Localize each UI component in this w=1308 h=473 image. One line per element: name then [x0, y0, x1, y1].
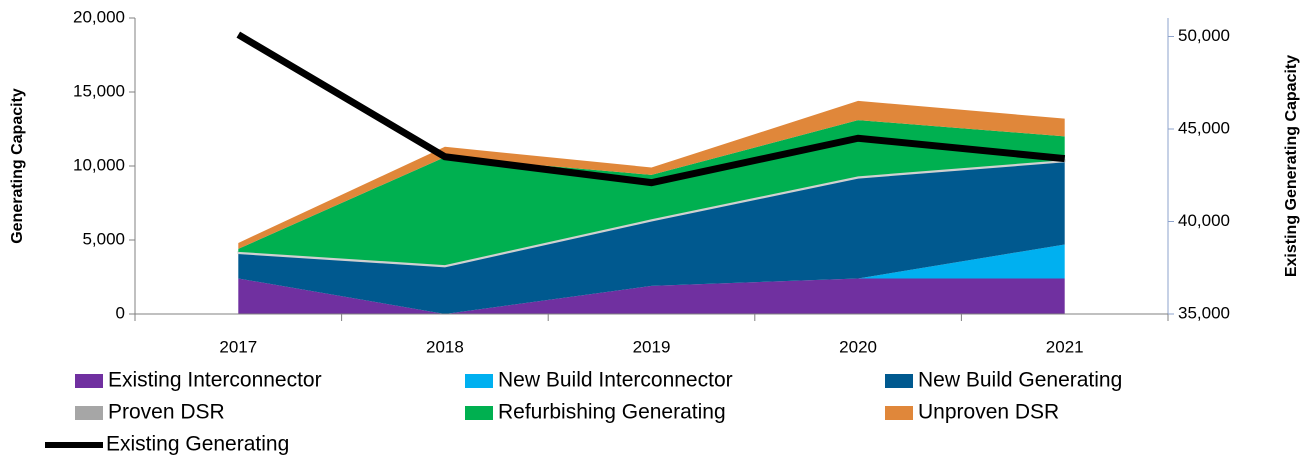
- legend-swatch: [75, 374, 103, 388]
- area: [238, 278, 1065, 314]
- legend-swatch: [75, 406, 103, 420]
- legend-label: Unproven DSR: [918, 401, 1059, 424]
- y-tick-label: 15,000: [73, 81, 125, 100]
- line: [236, 31, 1066, 187]
- area: [238, 100, 1065, 249]
- y2-tick-label: 50,000: [1178, 26, 1230, 45]
- legend-label: Existing Generating: [106, 433, 289, 456]
- area: [238, 120, 1065, 266]
- x-tick-label: 2021: [1046, 337, 1084, 356]
- x-tick-label: 2018: [426, 337, 464, 356]
- legend-label: Existing Interconnector: [108, 369, 322, 392]
- y-tick-label: 10,000: [73, 155, 125, 174]
- legend-label: Refurbishing Generating: [498, 401, 726, 424]
- y-tick-label: 20,000: [73, 7, 125, 26]
- area: [237, 159, 1066, 268]
- y2-tick-label: 40,000: [1178, 211, 1230, 230]
- legend-swatch: [885, 406, 913, 420]
- legend-label: New Build Interconnector: [498, 369, 733, 392]
- y2-tick-label: 35,000: [1178, 303, 1230, 322]
- y-tick-label: 5,000: [82, 229, 125, 248]
- x-tick-label: 2017: [219, 337, 257, 356]
- legend-swatch: [885, 374, 913, 388]
- x-tick-label: 2020: [839, 337, 877, 356]
- legend-label: New Build Generating: [918, 369, 1122, 392]
- area: [238, 161, 1065, 314]
- legend-swatch: [465, 374, 493, 388]
- y-tick-label: 0: [116, 303, 125, 322]
- y2-tick-label: 45,000: [1178, 118, 1230, 137]
- legend-swatch: [465, 406, 493, 420]
- y-axis-title: Generating Capacity: [9, 88, 26, 244]
- y2-axis-title: Existing Generating Capacity: [1283, 55, 1300, 277]
- legend-label: Proven DSR: [108, 401, 225, 424]
- x-tick-label: 2019: [633, 337, 671, 356]
